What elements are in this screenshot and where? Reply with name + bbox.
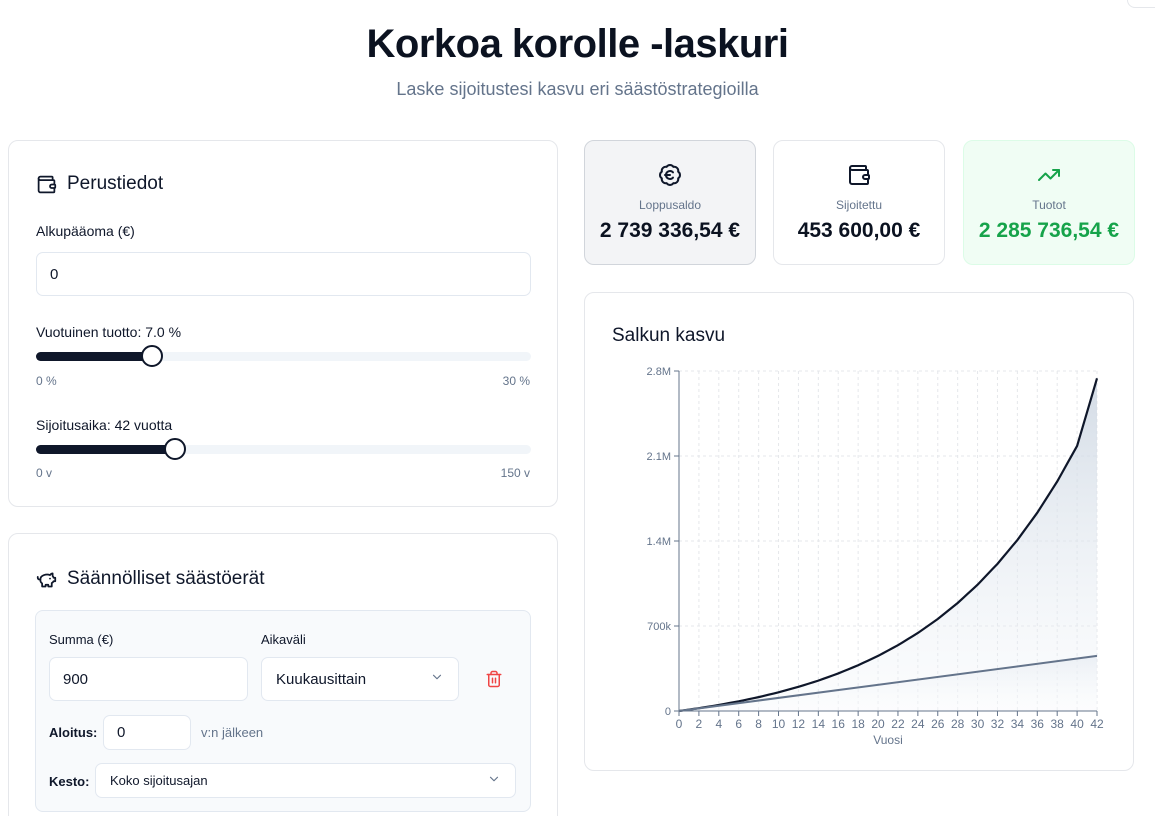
return-min-label: 0 % <box>36 374 57 388</box>
savings-card: Säännölliset säästöerät Summa (€) Aikavä… <box>8 533 558 816</box>
stat-invested-label: Sijoitettu <box>835 198 883 212</box>
x-tick-label: 6 <box>735 717 742 731</box>
x-tick-label: 42 <box>1090 717 1104 731</box>
period-slider-fill <box>36 445 175 454</box>
piggy-bank-icon <box>36 569 57 590</box>
y-tick-label: 2.1M <box>647 451 671 463</box>
stat-invested-card: Sijoitettu 453 600,00 € <box>773 140 945 265</box>
total-area <box>679 378 1097 711</box>
stat-invested-value: 453 600,00 € <box>797 219 921 242</box>
start-suffix: v:n jälkeen <box>201 725 264 740</box>
x-tick-label: 10 <box>772 717 786 731</box>
amount-label: Summa (€) <box>49 632 114 647</box>
chart-title: Salkun kasvu <box>612 325 726 346</box>
savings-title: Säännölliset säästöerät <box>67 568 265 589</box>
x-tick-label: 30 <box>971 717 985 731</box>
total-line <box>678 378 1099 713</box>
x-tick-label: 12 <box>792 717 806 731</box>
x-tick-label: 28 <box>951 717 965 731</box>
wallet-icon <box>847 163 871 187</box>
x-tick-label: 24 <box>911 717 925 731</box>
basics-card: Perustiedot Alkupääoma (€) Vuotuinen tuo… <box>8 140 558 507</box>
x-tick-label: 0 <box>676 717 683 731</box>
trash-icon[interactable] <box>485 670 503 693</box>
x-tick-label: 18 <box>851 717 865 731</box>
x-tick-label: 14 <box>812 717 826 731</box>
x-tick-label: 2 <box>696 717 703 731</box>
y-tick-label: 2.8M <box>647 366 671 378</box>
interval-select-value: Kuukausittain <box>276 670 367 688</box>
return-slider[interactable] <box>36 345 531 367</box>
period-label: Sijoitusaika: 42 vuotta <box>36 417 173 433</box>
x-tick-label: 22 <box>891 717 905 731</box>
interval-label: Aikaväli <box>261 632 306 647</box>
start-label: Aloitus: <box>49 725 98 740</box>
principal-input[interactable] <box>36 252 531 296</box>
window-corner <box>1127 0 1155 8</box>
page-subtitle: Laske sijoitustesi kasvu eri säästöstrat… <box>396 79 759 99</box>
stat-total-label: Loppusaldo <box>638 198 702 212</box>
y-tick-label: 700k <box>647 621 671 633</box>
return-slider-thumb[interactable] <box>140 345 163 367</box>
y-tick-label: 0 <box>665 706 671 718</box>
x-tick-label: 36 <box>1031 717 1045 731</box>
return-max-label: 30 % <box>502 374 530 388</box>
page-title: Korkoa korolle -laskuri <box>366 22 789 66</box>
duration-label: Kesto: <box>49 774 90 789</box>
wallet-icon <box>36 174 57 195</box>
period-min-label: 0 v <box>36 466 53 480</box>
x-tick-label: 32 <box>991 717 1005 731</box>
stat-total-card: Loppusaldo 2 739 336,54 € <box>584 140 756 265</box>
savings-item: Summa (€) Aikaväli Kuukausittain Aloitus… <box>35 610 531 812</box>
basics-title: Perustiedot <box>67 173 164 194</box>
x-tick-label: 40 <box>1070 717 1084 731</box>
stat-returns-label: Tuotot <box>1032 198 1066 212</box>
stat-returns-card: Tuotot 2 285 736,54 € <box>963 140 1135 265</box>
x-tick-label: 38 <box>1051 717 1065 731</box>
principal-label: Alkupääoma (€) <box>36 223 135 239</box>
return-slider-fill <box>36 352 152 361</box>
period-slider[interactable] <box>36 438 531 460</box>
savings-header: Säännölliset säästöerät <box>36 568 265 590</box>
return-label: Vuotuinen tuotto: 7.0 % <box>36 324 182 340</box>
invested-line <box>678 654 1098 712</box>
trending-up-icon <box>1036 163 1062 187</box>
y-tick-label: 1.4M <box>647 536 671 548</box>
x-axis-label: Vuosi <box>873 733 903 747</box>
chevron-down-icon <box>487 772 501 789</box>
x-tick-label: 20 <box>871 717 885 731</box>
chevron-down-icon <box>430 670 444 688</box>
chart-card: Salkun kasvu 0 700k 1.4M 2.1M 2.8M 0 2 4 6 8 10 12 1… <box>584 292 1134 771</box>
duration-select[interactable]: Koko sijoitusajan <box>95 763 516 798</box>
period-slider-thumb[interactable] <box>163 438 186 460</box>
x-tick-label: 4 <box>715 717 722 731</box>
period-max-label: 150 v <box>500 466 530 480</box>
start-input[interactable] <box>103 715 191 750</box>
euro-badge-icon <box>658 163 682 187</box>
x-tick-label: 8 <box>755 717 762 731</box>
stat-returns-value: 2 285 736,54 € <box>978 219 1120 242</box>
duration-select-value: Koko sijoitusajan <box>110 773 208 788</box>
x-tick-label: 34 <box>1011 717 1025 731</box>
x-tick-label: 16 <box>832 717 846 731</box>
interval-select[interactable]: Kuukausittain <box>261 657 459 701</box>
x-tick-label: 26 <box>931 717 945 731</box>
stat-total-value: 2 739 336,54 € <box>599 219 741 242</box>
basics-header: Perustiedot <box>36 173 163 195</box>
amount-input[interactable] <box>49 657 248 701</box>
page-header: Korkoa korolle -laskuri Laske sijoituste… <box>0 22 1155 100</box>
